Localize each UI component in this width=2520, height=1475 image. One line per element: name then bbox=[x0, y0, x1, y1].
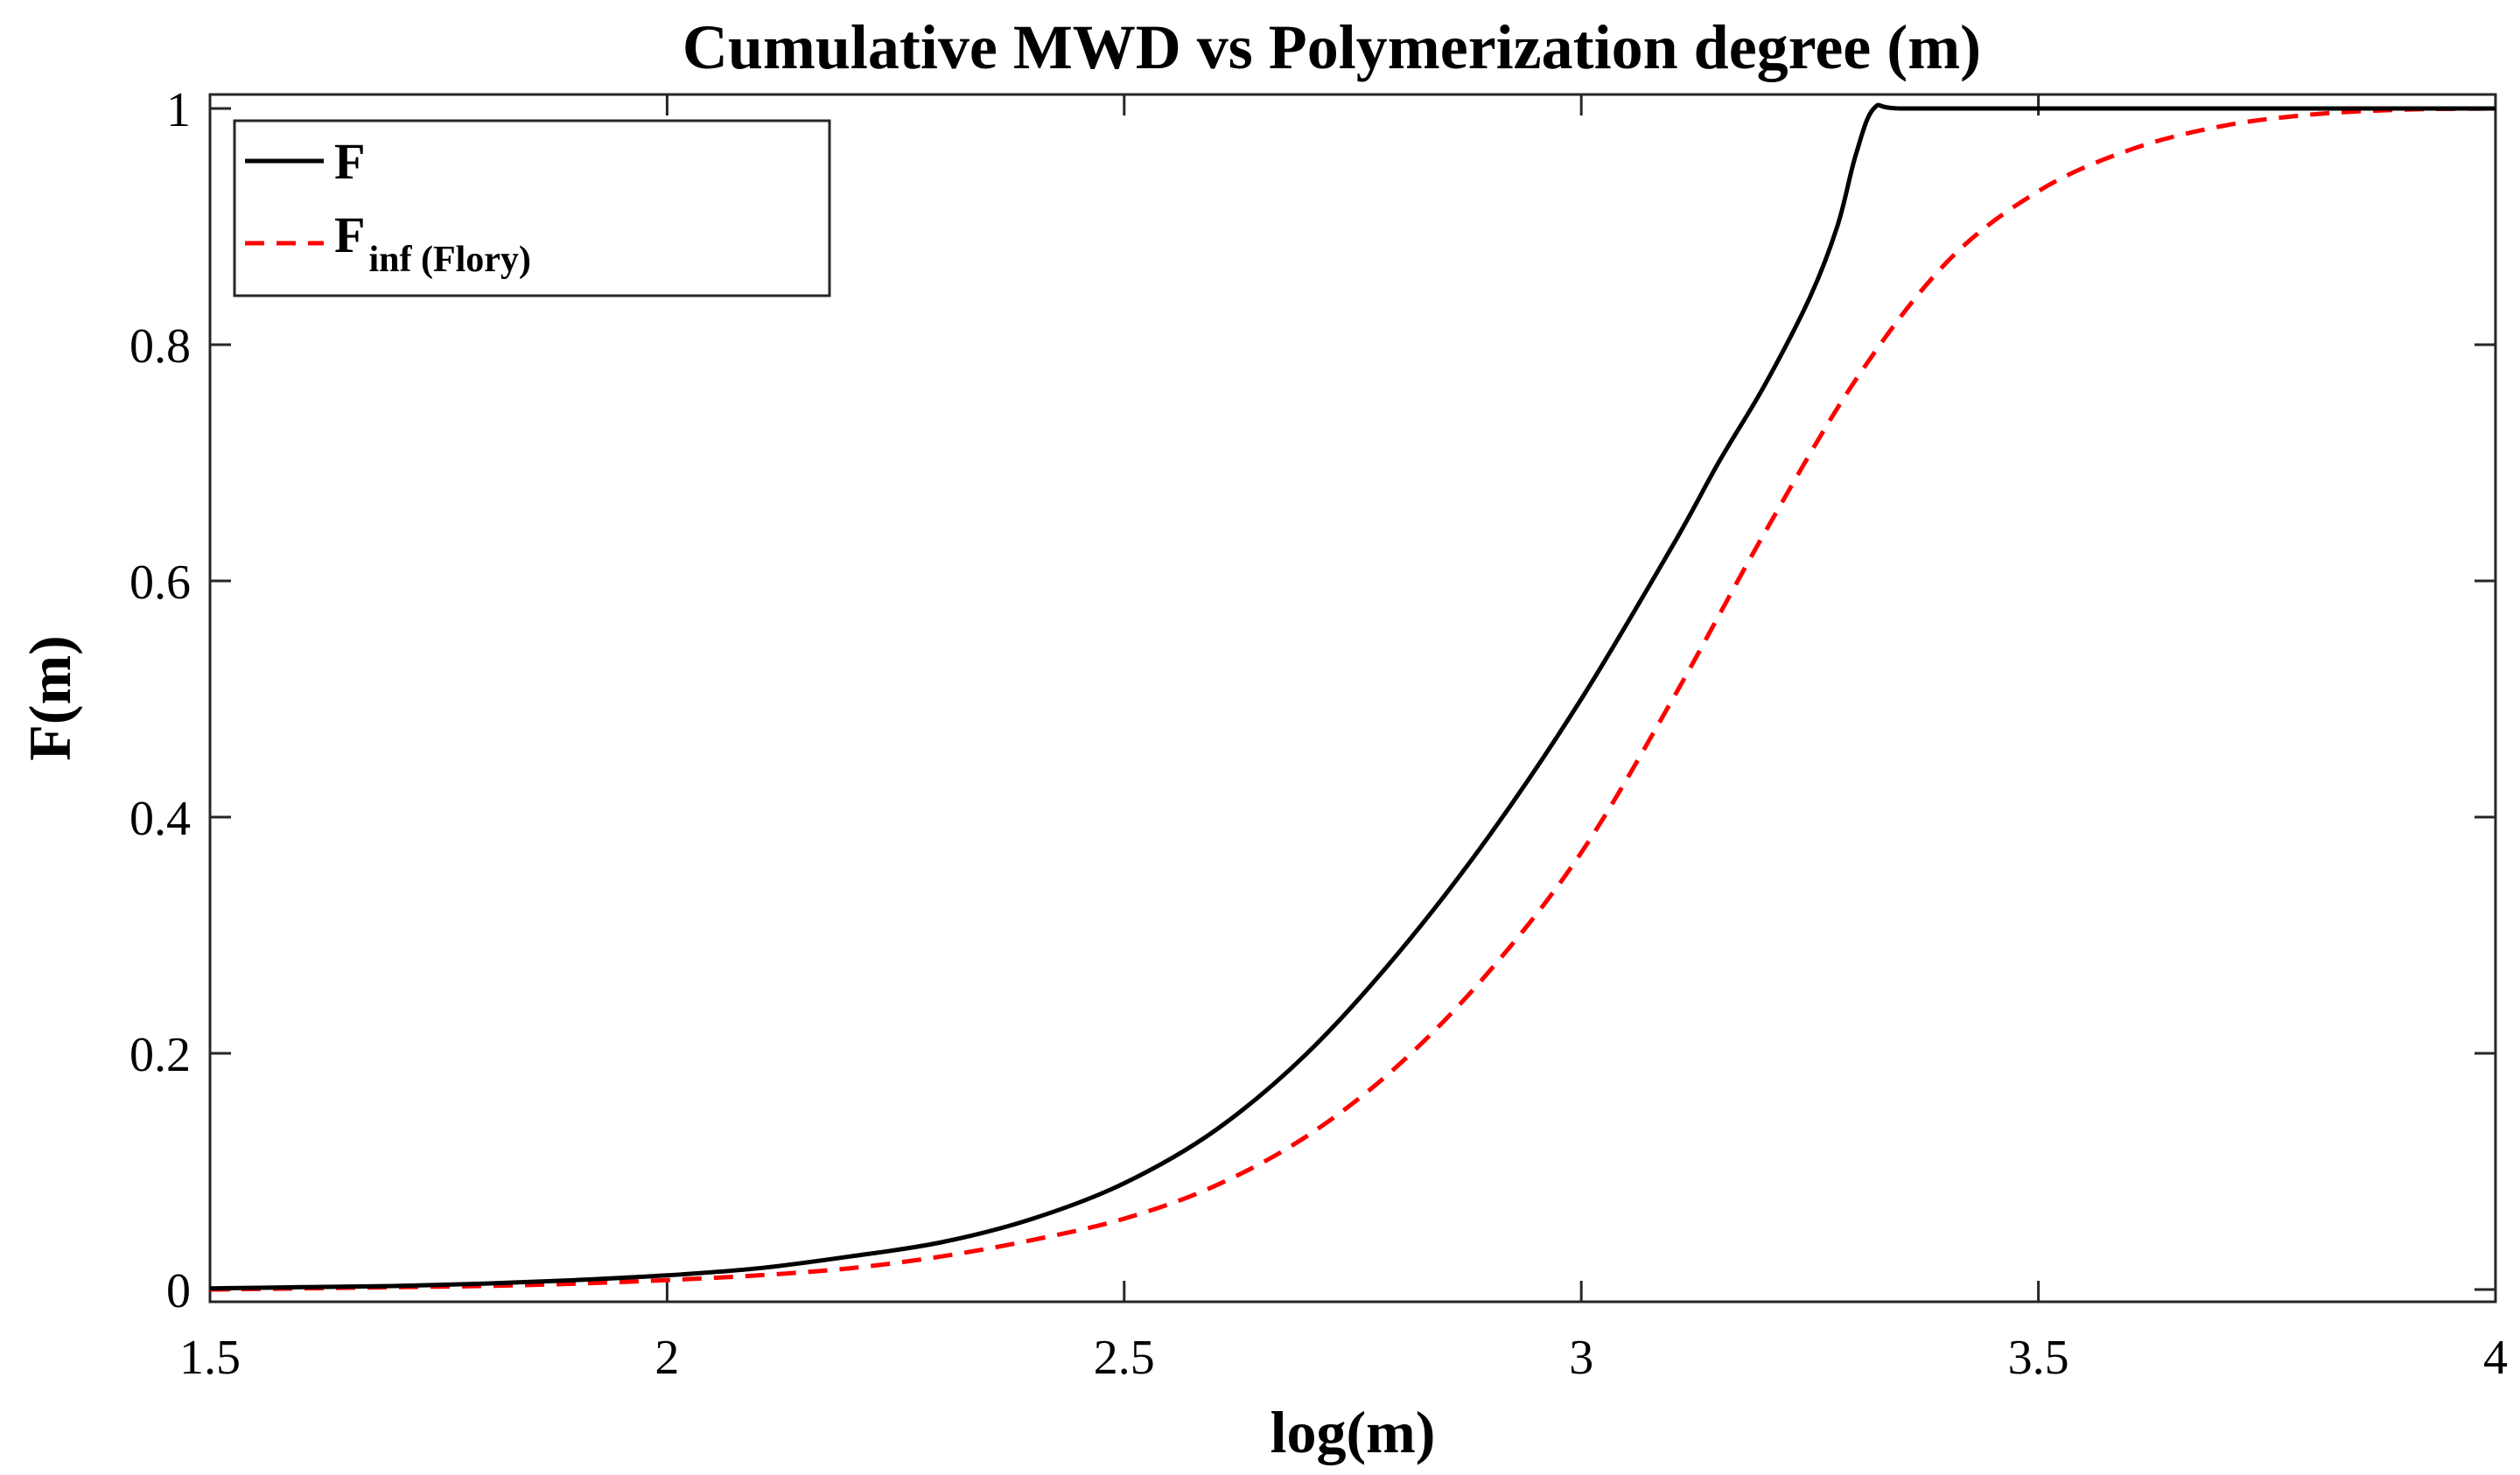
legend-label-f-inf-sub: inf (Flory) bbox=[368, 240, 530, 280]
y-tick-label: 0.6 bbox=[130, 556, 191, 610]
legend-label-f-inf-main: F bbox=[334, 206, 365, 263]
series-line-f-inf-flory bbox=[209, 106, 2496, 1292]
x-tick-label: 2.5 bbox=[1094, 1331, 1155, 1385]
legend-label-f-inf: Finf (Flory) bbox=[334, 206, 531, 280]
axes-box bbox=[208, 93, 2497, 1304]
series-lines bbox=[209, 102, 2496, 1292]
chart-title: Cumulative MWD vs Polymerization degree … bbox=[682, 12, 1981, 82]
x-tick-label: 3.5 bbox=[2008, 1331, 2069, 1385]
x-tick-label: 3 bbox=[1569, 1331, 1593, 1385]
x-tick-label: 1.5 bbox=[179, 1331, 241, 1385]
x-tick-label: 4 bbox=[2483, 1331, 2508, 1385]
y-ticks: 0 0.2 0.4 0.6 0.8 1 bbox=[130, 83, 2496, 1318]
legend-label-f-main: F bbox=[334, 133, 365, 190]
y-tick-label: 0.2 bbox=[130, 1028, 191, 1082]
legend-box bbox=[233, 119, 831, 297]
y-tick-label: 0.8 bbox=[130, 319, 191, 374]
series-line-f bbox=[209, 102, 2496, 1291]
plot-area: 1.5 2 2.5 3 3.5 4 0 0.2 0.4 0.6 0.8 1 bbox=[130, 83, 2508, 1385]
legend-label-f: F bbox=[334, 133, 365, 190]
y-tick-label: 0 bbox=[166, 1264, 191, 1318]
y-axis-label: F(m) bbox=[17, 635, 83, 760]
y-tick-label: 0.4 bbox=[130, 792, 191, 846]
x-axis-label: log(m) bbox=[1270, 1399, 1436, 1465]
y-tick-label: 1 bbox=[166, 83, 191, 137]
x-tick-label: 2 bbox=[654, 1331, 679, 1385]
legend: F Finf (Flory) bbox=[233, 119, 831, 297]
x-ticks: 1.5 2 2.5 3 3.5 4 bbox=[179, 94, 2508, 1385]
